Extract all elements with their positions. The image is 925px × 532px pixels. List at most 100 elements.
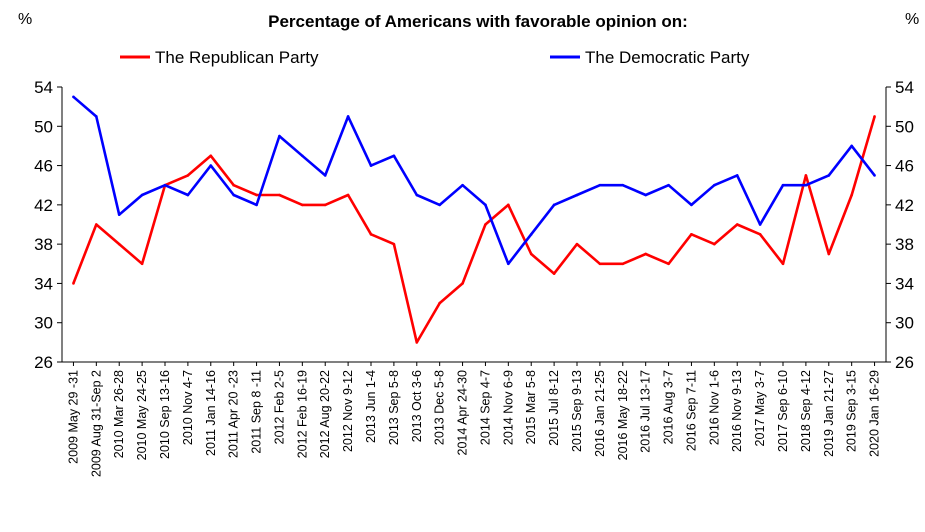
x-tick-label: 2015 Jul 8-12 — [547, 370, 561, 446]
data-point-the-democratic-party — [346, 115, 350, 118]
data-point-the-republican-party — [72, 282, 75, 285]
data-point-the-republican-party — [575, 242, 579, 246]
data-point-the-republican-party — [461, 282, 464, 285]
data-point-the-democratic-party — [804, 183, 808, 187]
x-tick-label: 2011 Sep 8 -11 — [250, 370, 264, 454]
data-point-the-republican-party — [529, 252, 533, 256]
data-point-the-republican-party — [621, 262, 625, 266]
y-tick-label-right: 46 — [895, 157, 914, 176]
data-point-the-democratic-party — [827, 174, 831, 177]
data-point-the-democratic-party — [438, 203, 441, 207]
x-tick-label: 2010 Sep 13-16 — [158, 370, 172, 459]
y-tick-label-left: 30 — [34, 314, 53, 333]
data-point-the-democratic-party — [301, 154, 304, 158]
y-axis-unit-left: % — [18, 11, 32, 28]
data-point-the-republican-party — [850, 193, 853, 197]
data-point-the-democratic-party — [323, 174, 327, 177]
x-tick-label: 2016 Jul 13-17 — [639, 370, 653, 453]
series-line-the-democratic-party — [72, 95, 876, 266]
x-tick-label: 2011 Jan 14-16 — [204, 370, 218, 456]
y-tick-label-left: 54 — [34, 78, 53, 97]
chart-title: Percentage of Americans with favorable o… — [268, 12, 688, 31]
data-point-the-republican-party — [873, 115, 876, 118]
x-tick-label: 2012 Feb 2-5 — [272, 370, 286, 444]
data-point-the-democratic-party — [140, 193, 144, 197]
data-point-the-republican-party — [301, 203, 304, 207]
x-tick-label: 2014 Nov 6-9 — [501, 370, 515, 445]
x-tick-label: 2016 Aug 3-7 — [662, 370, 676, 444]
x-tick-label: 2009 Aug 31-Sep 2 — [89, 370, 103, 477]
data-point-the-democratic-party — [621, 183, 625, 187]
y-tick-label-right: 50 — [895, 117, 914, 136]
x-tick-label: 2012 Aug 20-22 — [318, 370, 332, 458]
data-point-the-democratic-party — [415, 193, 419, 197]
y-tick-label-right: 34 — [895, 274, 914, 293]
data-point-the-democratic-party — [575, 193, 579, 197]
x-tick-label: 2013 Jun 1-4 — [364, 370, 378, 443]
data-point-the-democratic-party — [529, 233, 533, 236]
data-point-the-republican-party — [140, 262, 144, 266]
series-line-the-republican-party — [72, 116, 876, 344]
data-point-the-republican-party — [323, 203, 327, 207]
series-layer — [72, 95, 876, 344]
data-point-the-republican-party — [415, 341, 419, 344]
data-point-the-republican-party — [827, 252, 831, 256]
data-point-the-republican-party — [438, 301, 441, 305]
data-point-the-democratic-party — [598, 183, 602, 187]
y-tick-label-left: 38 — [34, 235, 53, 254]
y-tick-label-right: 54 — [895, 78, 914, 97]
x-tick-label: 2015 Mar 5-8 — [524, 370, 538, 444]
data-point-the-republican-party — [781, 262, 785, 266]
x-tick-label: 2016 Nov 1-6 — [707, 370, 721, 445]
data-point-the-democratic-party — [278, 134, 281, 138]
x-tick-label: 2017 May 3-7 — [753, 370, 767, 446]
y-tick-label-right: 42 — [895, 196, 914, 215]
y-tick-label-right: 26 — [895, 353, 914, 372]
data-point-the-republican-party — [209, 154, 213, 158]
data-point-the-democratic-party — [758, 223, 762, 226]
y-tick-label-left: 34 — [34, 274, 53, 293]
y-tick-label-left: 42 — [34, 196, 53, 215]
x-tick-label: 2010 May 24-25 — [135, 370, 149, 460]
data-point-the-republican-party — [713, 242, 716, 246]
data-point-the-democratic-party — [644, 193, 647, 197]
data-point-the-democratic-party — [186, 193, 190, 197]
x-tick-label: 2018 Sep 4-12 — [799, 370, 813, 452]
data-point-the-democratic-party — [781, 183, 785, 187]
x-tick-label: 2019 Jan 21-27 — [822, 370, 836, 457]
x-tick-label: 2011 Apr 20 -23 — [227, 370, 241, 458]
x-axis-ticks: 2009 May 29 -31 2009 Aug 31-Sep 2 2010 Mar… — [66, 362, 882, 477]
x-tick-label: 2015 Sep 9-13 — [570, 370, 584, 452]
x-tick-label: 2016 Jan 21-25 — [593, 370, 607, 457]
y-axis-unit-right: % — [905, 11, 919, 28]
data-point-the-republican-party — [278, 193, 281, 197]
x-tick-label: 2016 May 18-22 — [616, 370, 630, 460]
legend-label-republican: The Republican Party — [155, 48, 319, 67]
y-tick-label-left: 46 — [34, 157, 53, 176]
x-tick-label: 2013 Sep 5-8 — [387, 370, 401, 445]
y-tick-label-left: 26 — [34, 353, 53, 372]
data-point-the-republican-party — [232, 183, 235, 187]
x-tick-label: 2012 Feb 16-19 — [295, 370, 309, 458]
x-tick-label: 2009 May 29 -31 — [66, 370, 80, 464]
y-tick-label-right: 38 — [895, 235, 914, 254]
data-point-the-republican-party — [117, 242, 121, 246]
x-tick-label: 2014 Sep 4-7 — [478, 370, 492, 445]
y-tick-label-left: 50 — [34, 117, 53, 136]
data-point-the-democratic-party — [552, 203, 556, 207]
data-point-the-democratic-party — [690, 203, 693, 207]
x-tick-label: 2014 Apr 24-30 — [456, 370, 470, 456]
x-tick-label: 2010 Mar 26-28 — [112, 370, 126, 458]
data-point-the-democratic-party — [209, 164, 213, 167]
data-point-the-republican-party — [484, 223, 487, 226]
y-tick-label-right: 30 — [895, 314, 914, 333]
data-point-the-democratic-party — [255, 203, 258, 207]
data-point-the-democratic-party — [873, 174, 876, 177]
data-point-the-republican-party — [804, 174, 808, 177]
legend: The Republican Party The Democratic Part… — [120, 48, 750, 67]
x-tick-label: 2017 Sep 6-10 — [776, 370, 790, 452]
x-tick-label: 2019 Sep 3-15 — [845, 370, 859, 452]
data-point-the-republican-party — [346, 193, 350, 197]
data-point-the-republican-party — [735, 223, 739, 226]
